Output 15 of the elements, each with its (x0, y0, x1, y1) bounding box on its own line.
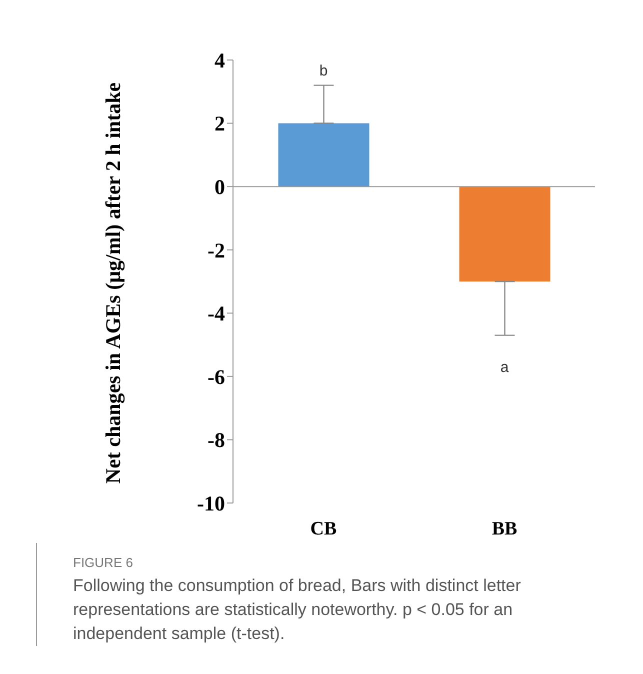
y-tick-label: 4 (214, 48, 226, 72)
text: Following the consumption of bread, Bars with distinct letter representations are statistically noteworthy. p < 0.05 for an independent sample (t-test). (73, 575, 522, 645)
y-tick-label: -8 (208, 428, 225, 452)
y-axis-title: Net changes in AGEs (μg/ml) after 2 h intake (100, 81, 126, 486)
x-tick-label: BB (492, 518, 518, 540)
annotation: a (500, 358, 510, 376)
y-tick-label: 2 (214, 112, 225, 136)
y-tick-label: -6 (208, 364, 225, 389)
y-tick-label: 0 (214, 175, 225, 200)
x-tick-label: CB (310, 518, 338, 540)
caption: FIGURE 6 (73, 555, 134, 570)
y-tick-label: -10 (197, 491, 225, 516)
y-tick-label: -4 (208, 302, 226, 326)
y-tick-label: -2 (208, 238, 225, 262)
annotation: b (319, 62, 328, 80)
